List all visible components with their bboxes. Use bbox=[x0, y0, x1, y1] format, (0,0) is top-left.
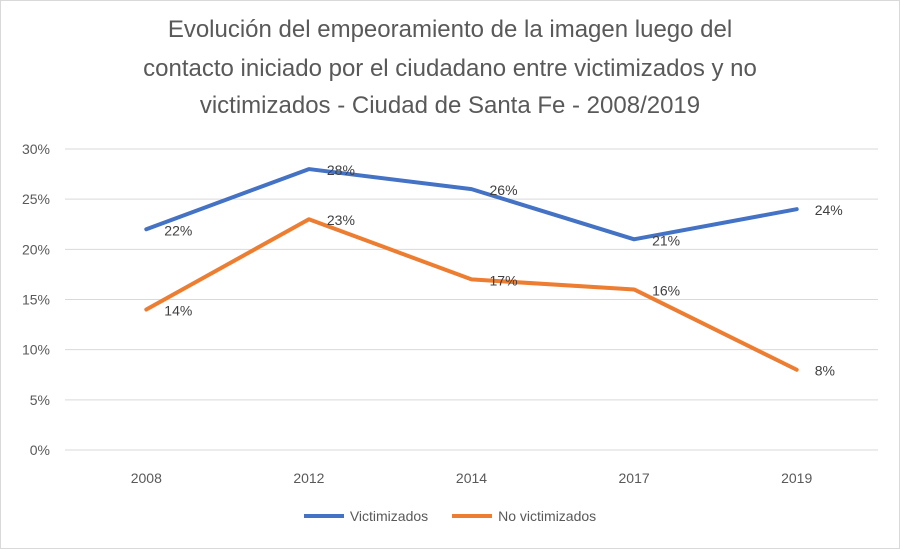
chart-title-line-3: victimizados - Ciudad de Santa Fe - 2008… bbox=[199, 92, 701, 119]
data-label: 28% bbox=[327, 162, 355, 178]
legend-swatch-victimizados bbox=[303, 514, 344, 518]
data-label: 21% bbox=[652, 232, 680, 248]
data-point bbox=[145, 309, 147, 311]
y-tick-label: 10% bbox=[22, 342, 50, 358]
series-line-victimizados bbox=[144, 167, 799, 242]
legend-label-victimizados: Victimizados bbox=[349, 508, 429, 524]
data-point bbox=[471, 278, 472, 280]
legend: Victimizados No victimizados bbox=[0, 508, 900, 524]
legend-item-no-victimizados: No victimizados bbox=[452, 508, 596, 524]
data-label: 14% bbox=[164, 303, 192, 319]
y-tick-label: 25% bbox=[22, 191, 50, 207]
series-line-no-victimizados bbox=[144, 217, 799, 372]
data-point bbox=[796, 369, 798, 371]
data-label: 26% bbox=[490, 182, 518, 198]
legend-swatch-no-victimizados bbox=[452, 514, 493, 518]
data-point bbox=[471, 188, 472, 190]
data-point bbox=[145, 228, 147, 230]
y-tick-label: 30% bbox=[22, 141, 50, 157]
y-tick-label: 20% bbox=[22, 241, 50, 257]
legend-item-victimizados: Victimizados bbox=[303, 508, 429, 524]
data-point bbox=[633, 238, 635, 240]
data-label: 17% bbox=[490, 272, 518, 288]
data-point bbox=[796, 208, 798, 210]
x-tick-label: 2017 bbox=[619, 470, 650, 486]
data-point bbox=[633, 288, 635, 290]
x-tick-label: 2014 bbox=[456, 470, 487, 486]
chart-title-line-1: Evolución del empeoramiento de la imagen… bbox=[167, 16, 733, 43]
data-point bbox=[308, 218, 310, 220]
x-tick-label: 2019 bbox=[781, 470, 812, 486]
y-tick-label: 15% bbox=[22, 292, 50, 308]
data-label: 23% bbox=[327, 212, 355, 228]
data-label: 24% bbox=[815, 202, 843, 218]
y-tick-label: 0% bbox=[30, 442, 50, 458]
y-tick-label: 5% bbox=[30, 392, 50, 408]
x-tick-label: 2012 bbox=[293, 470, 324, 486]
chart-title-line-2: contacto iniciado por el ciudadano entre… bbox=[143, 55, 757, 82]
data-point bbox=[308, 168, 310, 170]
data-label: 8% bbox=[815, 363, 835, 379]
legend-label-no-victimizados: No victimizados bbox=[498, 508, 597, 524]
x-tick-label: 2008 bbox=[131, 470, 162, 486]
data-label: 22% bbox=[164, 222, 192, 238]
data-label: 16% bbox=[652, 282, 680, 298]
